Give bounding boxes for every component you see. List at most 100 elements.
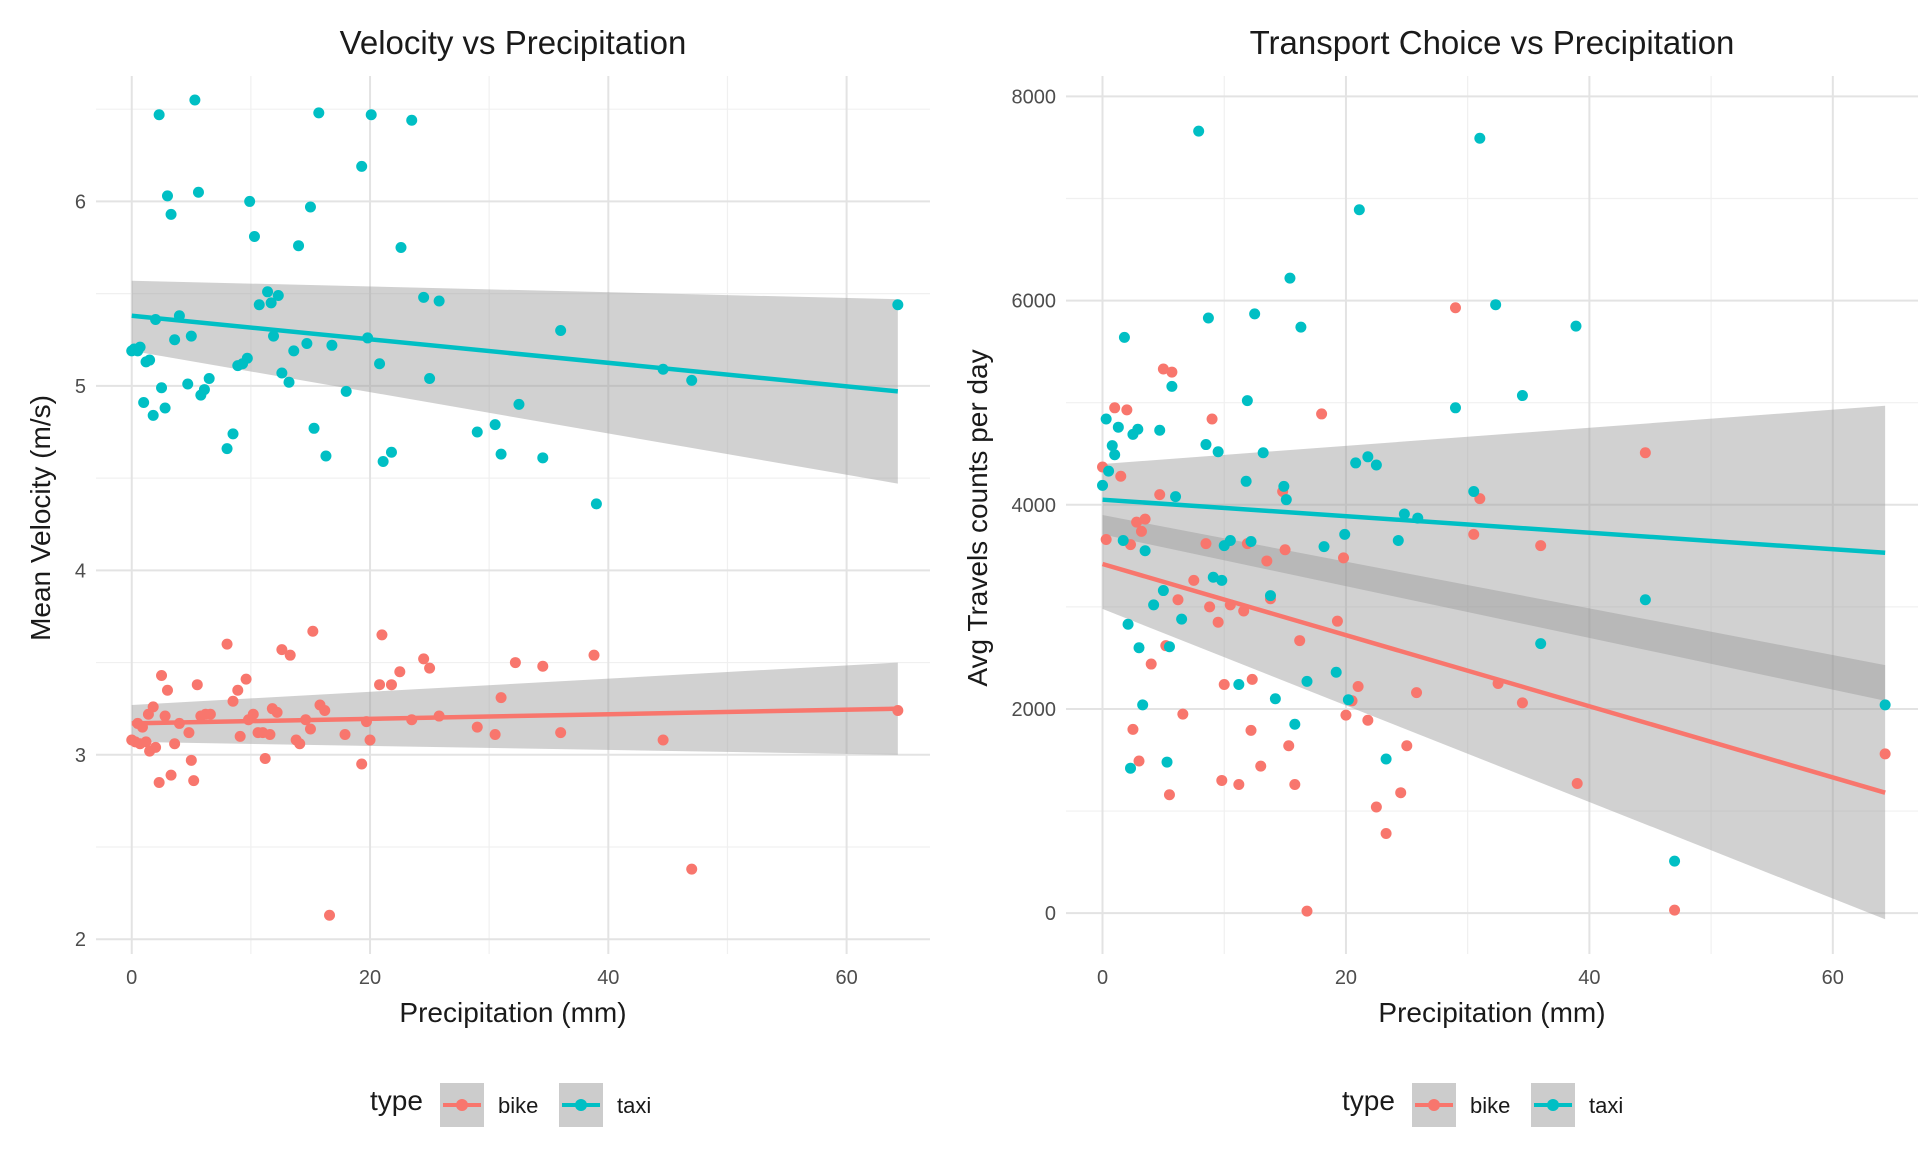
bike-point (1154, 489, 1166, 501)
bike-point (169, 738, 181, 750)
taxi-point (1125, 762, 1137, 774)
transport-chart-panel: Transport Choice vs Precipitation 0 20 40 6… (962, 24, 1918, 1028)
bike-point (1139, 513, 1151, 525)
taxi-point (1362, 451, 1374, 463)
bike-point (1115, 470, 1127, 482)
taxi-point (1157, 585, 1169, 597)
legend-title: type (370, 1085, 423, 1116)
bike-point (1535, 540, 1547, 552)
taxi-point (1207, 571, 1219, 583)
taxi-point (1106, 440, 1118, 452)
taxi-point (227, 428, 239, 440)
taxi-point (1516, 390, 1528, 402)
taxi-point (1669, 855, 1681, 867)
taxi-point (161, 190, 173, 202)
taxi-point (1202, 312, 1214, 324)
bike-point (140, 736, 152, 748)
taxi-point (1109, 449, 1121, 461)
x-tick-label: 60 (835, 967, 857, 989)
bike-point (1135, 525, 1147, 537)
bike-point (1516, 697, 1528, 709)
taxi-point (424, 373, 436, 385)
taxi-point (1161, 756, 1173, 768)
legend-key-taxi (1531, 1083, 1575, 1127)
y-tick-label: 4 (75, 560, 86, 582)
taxi-point (134, 341, 146, 353)
taxi-point (1449, 402, 1461, 414)
x-tick-label: 40 (597, 967, 619, 989)
taxi-point (147, 409, 159, 421)
bike-point (276, 644, 288, 656)
taxi-point (165, 208, 177, 220)
bike-point (657, 734, 669, 746)
bike-point (1157, 363, 1169, 375)
taxi-point (1342, 694, 1354, 706)
legend-label-bike: bike (1470, 1093, 1510, 1118)
taxi-point (268, 330, 280, 342)
bike-point (1172, 594, 1184, 606)
taxi-point (433, 295, 445, 307)
bike-point (227, 695, 239, 707)
taxi-point (304, 201, 316, 213)
bike-point (1212, 616, 1224, 628)
bike-point (259, 752, 271, 764)
taxi-point (182, 378, 194, 390)
legend-key-bike-point (456, 1099, 468, 1111)
bike-point (153, 776, 165, 788)
bike-point (424, 662, 436, 674)
taxi-point (1241, 395, 1253, 407)
legend-key-taxi (559, 1083, 603, 1127)
bike-point (234, 730, 246, 742)
bike-point (204, 708, 216, 720)
taxi-point (320, 450, 332, 462)
taxi-point (406, 114, 418, 126)
y-tick-label: 2000 (1012, 699, 1057, 721)
bike-point (1669, 904, 1681, 916)
bike-point (1289, 779, 1301, 791)
bike-point (1177, 708, 1189, 720)
bike-point (1188, 574, 1200, 586)
taxi-point (395, 242, 407, 254)
y-tick-label: 2 (75, 929, 86, 951)
bike-point (1216, 774, 1228, 786)
taxi-point (1216, 574, 1228, 586)
x-tick-label: 0 (126, 967, 137, 989)
bike-point (1370, 801, 1382, 813)
bike-point (147, 701, 159, 713)
legend-title: type (1342, 1085, 1395, 1116)
taxi-point (1289, 718, 1301, 730)
bike-point (1639, 447, 1651, 459)
bike-point (1166, 366, 1178, 378)
velocity-y-axis-title: Mean Velocity (m/s) (25, 395, 56, 641)
bike-point (319, 705, 331, 717)
taxi-point (1112, 421, 1124, 433)
transport-chart-title: Transport Choice vs Precipitation (1250, 24, 1735, 61)
bike-point (1352, 681, 1364, 693)
taxi-point (185, 330, 197, 342)
taxi-point (1284, 272, 1296, 284)
bike-point (418, 653, 430, 665)
taxi-point (262, 286, 274, 298)
bike-confidence-band (1102, 515, 1886, 920)
taxi-point (1200, 439, 1212, 451)
taxi-trend-line (131, 313, 899, 394)
bike-point (1218, 678, 1230, 690)
taxi-confidence-band (131, 280, 898, 484)
bike-trend-line (1101, 561, 1886, 795)
bike-point (1294, 635, 1306, 647)
bike-point (1204, 601, 1216, 613)
taxi-point (1339, 528, 1351, 540)
taxi-point (1278, 480, 1290, 492)
taxi-point (1535, 638, 1547, 650)
taxi-point (1118, 331, 1130, 343)
taxi-point (283, 376, 295, 388)
bike-point (247, 708, 259, 720)
taxi-point (1166, 380, 1178, 392)
legend-key-bike (1412, 1083, 1456, 1127)
taxi-point (1097, 479, 1109, 491)
bike-point (294, 738, 306, 750)
bike-point (555, 727, 567, 739)
taxi-point (686, 374, 698, 386)
bike-point (495, 692, 507, 704)
taxi-point (1176, 613, 1188, 625)
